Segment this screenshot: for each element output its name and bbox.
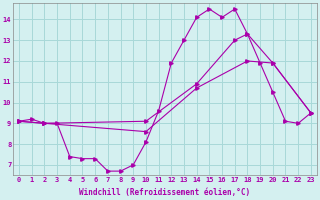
X-axis label: Windchill (Refroidissement éolien,°C): Windchill (Refroidissement éolien,°C) — [79, 188, 251, 197]
